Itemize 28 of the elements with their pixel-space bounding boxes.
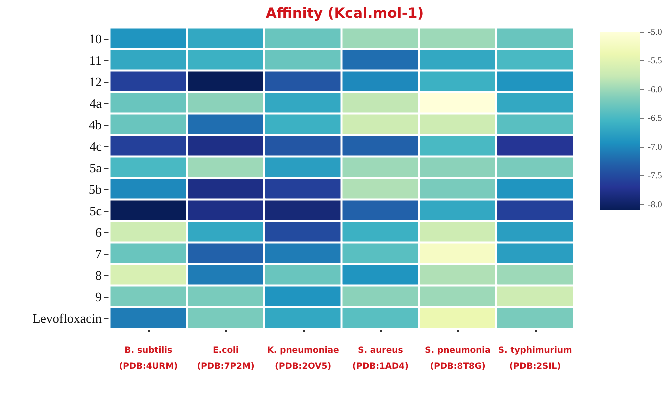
y-tick-label: Levofloxacin (32, 310, 102, 326)
color-bar-label: -6.0 (648, 84, 663, 94)
y-tick-label: 6 (96, 224, 102, 240)
color-bar-label: -7.0 (648, 142, 663, 152)
color-bar-label: -6.5 (648, 113, 663, 124)
color-bar-label: -5.0 (648, 27, 663, 37)
color-bar-label: -8.0 (648, 199, 663, 210)
x-tick-label: B. subtilis (PDB:4URM) (119, 346, 178, 372)
y-tick-label: 5b (89, 182, 102, 197)
y-tick-label: 9 (96, 289, 102, 304)
y-tick-label: 7 (96, 246, 102, 262)
x-tick-label: S. aureus (PDB:1AD4) (352, 346, 409, 372)
chart-title: Affinity (Kcal.mol-1) (266, 6, 424, 22)
y-tick-label: 4c (90, 138, 102, 154)
y-tick-label: 12 (89, 74, 102, 90)
y-tick-label: 4a (90, 96, 102, 111)
y-tick-label: 5c (90, 203, 102, 218)
x-tick-label: E.coli (PDB:7P2M) (197, 346, 255, 372)
y-tick-label: 8 (96, 268, 102, 283)
y-tick-label: 10 (89, 31, 102, 46)
x-tick-label: S. typhimurium (PDB:2SIL) (498, 346, 572, 372)
y-tick-label: 5a (90, 160, 102, 176)
color-bar-label: -7.5 (648, 170, 663, 181)
y-tick-label: 11 (89, 52, 102, 68)
color-bar-label: -5.5 (648, 56, 663, 66)
x-tick-label: K. pneumoniae (PDB:2OV5) (267, 346, 340, 372)
x-tick-label: S. pneumonia (PDB:8T8G) (425, 346, 492, 372)
y-tick-label: 4b (89, 117, 102, 132)
